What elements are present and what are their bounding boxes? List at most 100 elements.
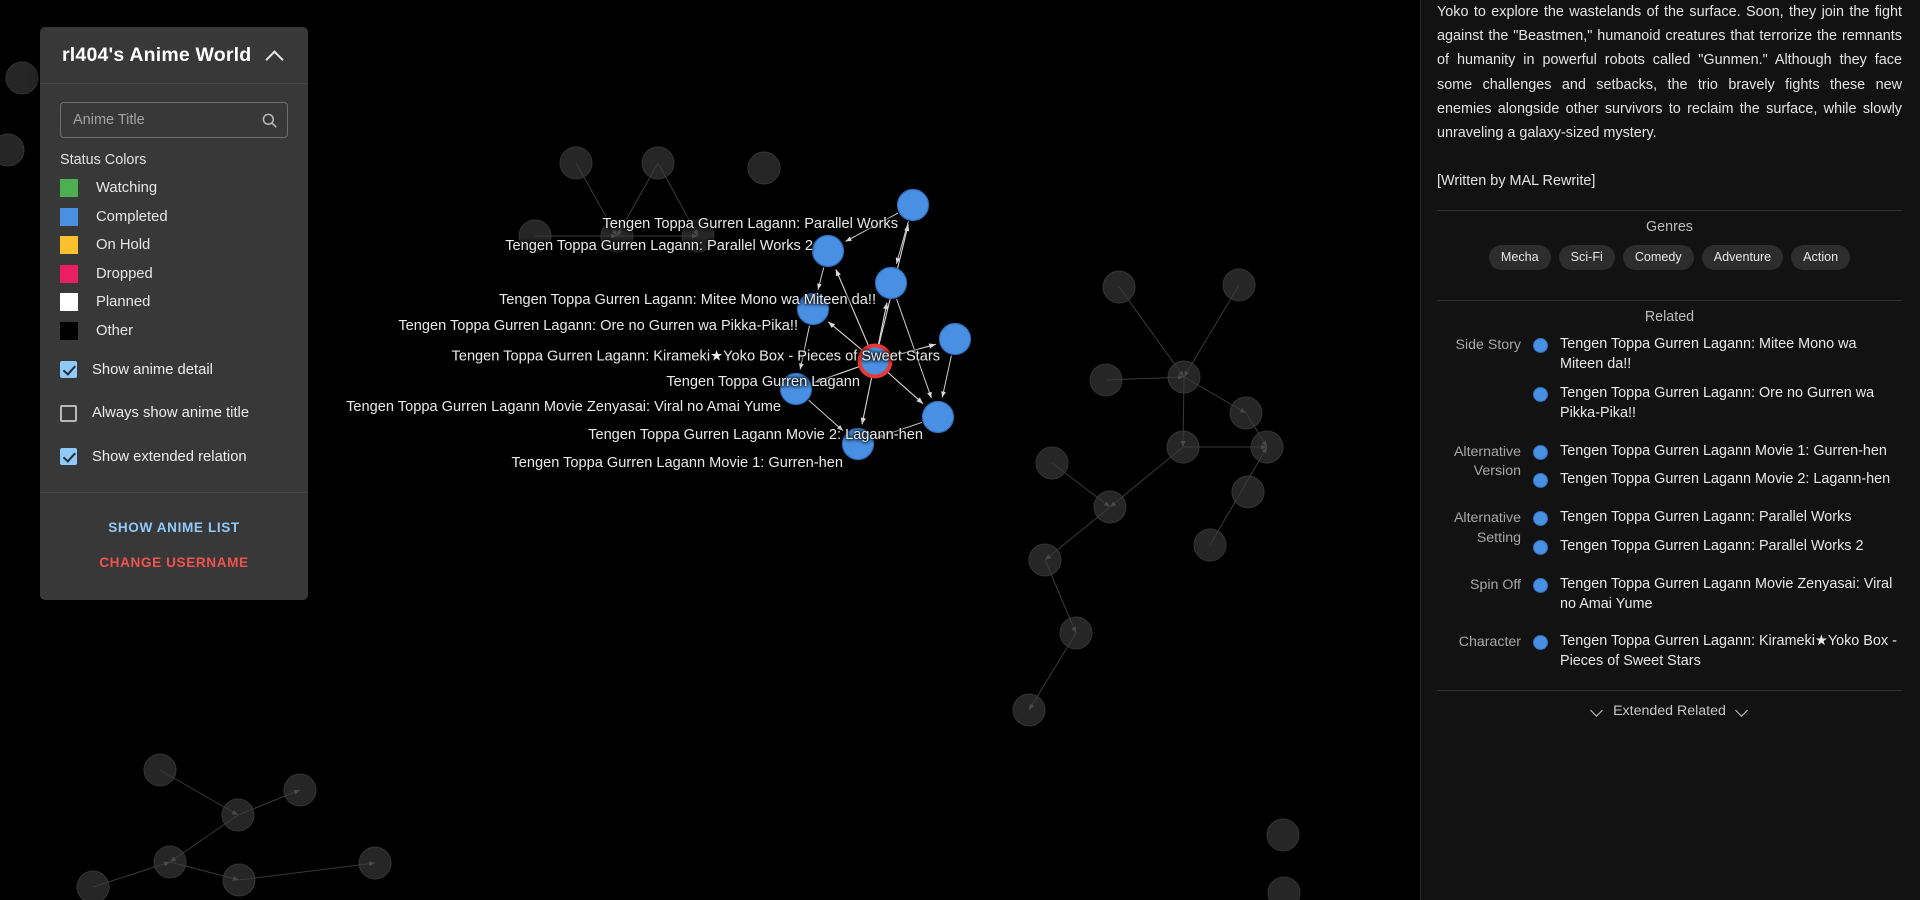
related-group: Alternative Setting Tengen Toppa Gurren L…	[1437, 508, 1902, 566]
option-label: Always show anime title	[92, 405, 250, 422]
checkbox-icon[interactable]	[60, 361, 77, 379]
graph-node[interactable]	[779, 372, 813, 406]
genre-chip[interactable]: Adventure	[1701, 245, 1784, 271]
relation-type-label: Alternative Setting	[1453, 510, 1521, 546]
background-edge	[657, 162, 699, 237]
relation-edge	[891, 343, 936, 358]
legend-row: Watching	[60, 174, 288, 203]
genre-chip[interactable]: Sci-Fi	[1558, 245, 1615, 271]
background-node[interactable]	[1266, 818, 1300, 852]
background-edge	[1051, 462, 1111, 508]
background-node[interactable]	[76, 870, 110, 900]
related-anime-title: Tengen Toppa Gurren Lagann Movie 1: Gurr…	[1560, 442, 1887, 459]
panel-body: Status Colors Watching Completed On Hold Dr…	[40, 84, 308, 480]
show-anime-list-button[interactable]: SHOW ANIME LIST	[40, 510, 308, 545]
relation-entry-list: Tengen Toppa Gurren Lagann Movie 1: Gurr…	[1533, 442, 1902, 500]
genre-chip[interactable]: Comedy	[1622, 245, 1694, 271]
related-anime-item[interactable]: Tengen Toppa Gurren Lagann Movie 2: Laga…	[1533, 470, 1902, 490]
options-list[interactable]: Show anime detail Always show anime title…	[60, 351, 288, 476]
genre-chip[interactable]: Action	[1791, 245, 1851, 271]
relation-edge	[887, 371, 924, 405]
search-input[interactable]	[73, 112, 260, 128]
related-anime-item[interactable]: Tengen Toppa Gurren Lagann Movie 1: Gurr…	[1533, 442, 1902, 462]
background-edge	[1044, 559, 1077, 634]
background-edge	[616, 162, 659, 237]
legend-row: Planned	[60, 288, 288, 317]
background-node[interactable]	[0, 133, 25, 167]
graph-node[interactable]	[796, 292, 830, 326]
background-edge	[1180, 376, 1186, 448]
status-dot-icon	[1533, 387, 1548, 403]
graph-node[interactable]	[938, 322, 972, 356]
background-edge	[1105, 374, 1185, 381]
relation-edge	[895, 221, 909, 264]
graph-node[interactable]	[874, 266, 908, 300]
background-edge	[1109, 446, 1184, 508]
relation-type-label: Character	[1458, 634, 1521, 651]
relation-type-label: Spin Off	[1470, 576, 1521, 593]
status-dot-icon	[1533, 511, 1548, 527]
background-node[interactable]	[747, 151, 781, 185]
status-dot-icon	[1533, 444, 1548, 460]
divider-genres	[1437, 210, 1902, 212]
background-edge	[238, 861, 376, 881]
panel-title: rl404's Anime World	[62, 44, 252, 66]
anime-detail-panel[interactable]: Yoko to explore the wastelands of the su…	[1420, 0, 1920, 900]
related-anime-item[interactable]: Tengen Toppa Gurren Lagann: Parallel Wor…	[1533, 508, 1902, 528]
graph-node[interactable]	[896, 188, 930, 222]
graph-node[interactable]	[921, 400, 955, 434]
change-username-button[interactable]: CHANGE USERNAME	[40, 545, 308, 580]
related-anime-item[interactable]: Tengen Toppa Gurren Lagann: Parallel Wor…	[1533, 537, 1902, 557]
node-layer[interactable]	[779, 188, 972, 461]
legend-row: On Hold	[60, 231, 288, 260]
related-title: Related	[1644, 309, 1695, 326]
related-anime-title: Tengen Toppa Gurren Lagann: Parallel Wor…	[1560, 509, 1852, 526]
related-anime-title: Tengen Toppa Gurren Lagann: Kirameki★Yok…	[1560, 633, 1897, 670]
legend-row: Completed	[60, 203, 288, 232]
related-anime-item[interactable]: Tengen Toppa Gurren Lagann Movie Zenyasa…	[1533, 575, 1902, 615]
synopsis-text: Yoko to explore the wastelands of the su…	[1437, 4, 1902, 142]
graph-node[interactable]	[841, 427, 875, 461]
related-anime-title: Tengen Toppa Gurren Lagann: Mitee Mono w…	[1560, 336, 1857, 373]
relation-edge	[808, 399, 844, 432]
related-anime-item[interactable]: Tengen Toppa Gurren Lagann: Ore no Gurre…	[1533, 384, 1902, 424]
relation-edge	[877, 302, 889, 345]
chevron-up-icon[interactable]	[264, 45, 286, 67]
legend-label: Planned	[96, 294, 151, 311]
checkbox-icon[interactable]	[60, 404, 77, 422]
chevron-down-icon-right	[1736, 705, 1748, 717]
relation-edge	[845, 212, 899, 242]
related-list[interactable]: Side Story Tengen Toppa Gurren Lagann: Mi…	[1437, 335, 1902, 681]
relation-edge	[827, 321, 863, 351]
graph-node[interactable]	[811, 234, 845, 268]
legend-swatch	[60, 321, 78, 340]
status-dot-icon	[1533, 635, 1548, 651]
graph-node-selected[interactable]	[857, 343, 893, 379]
legend-label: Completed	[96, 208, 168, 225]
background-node[interactable]	[1231, 475, 1265, 509]
genre-chip[interactable]: Mecha	[1488, 245, 1551, 271]
checkbox-icon[interactable]	[60, 448, 77, 466]
relation-edge	[860, 377, 873, 425]
legend-row: Other	[60, 317, 288, 346]
relation-edge	[814, 366, 860, 383]
relation-type-label: Side Story	[1455, 337, 1521, 354]
background-edge	[1245, 412, 1268, 448]
settings-panel[interactable]: rl404's Anime World Status Colors Watchi…	[40, 27, 308, 600]
extended-related-toggle[interactable]: Extended Related	[1437, 689, 1902, 719]
genre-chip-list[interactable]: Mecha Sci-Fi Comedy Adventure Action	[1437, 245, 1902, 283]
related-anime-item[interactable]: Tengen Toppa Gurren Lagann: Mitee Mono w…	[1533, 335, 1902, 375]
status-dot-icon	[1533, 540, 1548, 555]
option-always-show-anime-title[interactable]: Always show anime title	[60, 395, 288, 433]
background-node[interactable]	[5, 61, 39, 95]
status-colors-label: Status Colors	[60, 152, 147, 168]
status-dot-icon	[1533, 577, 1548, 593]
option-show-extended-relation[interactable]: Show extended relation	[60, 438, 288, 476]
related-anime-title: Tengen Toppa Gurren Lagann Movie 2: Laga…	[1560, 471, 1891, 488]
related-anime-item[interactable]: Tengen Toppa Gurren Lagann: Kirameki★Yok…	[1533, 632, 1902, 672]
option-show-anime-detail[interactable]: Show anime detail	[60, 351, 288, 389]
search-icon[interactable]	[260, 111, 279, 130]
search-box[interactable]	[60, 102, 288, 138]
background-node[interactable]	[1267, 876, 1301, 900]
